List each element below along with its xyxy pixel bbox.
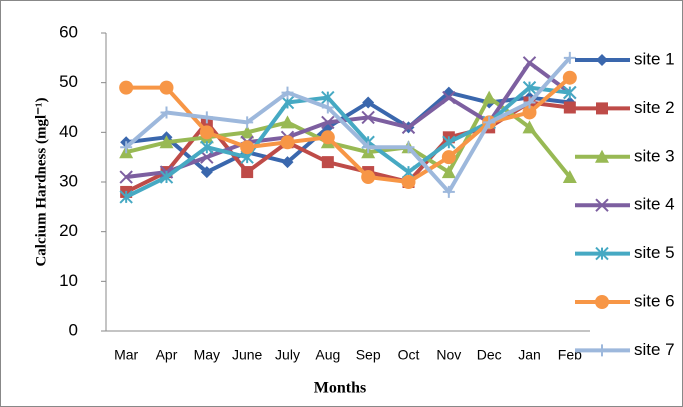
marker [159, 80, 174, 95]
y-tick-label: 30 [59, 171, 78, 190]
marker [441, 150, 456, 165]
marker [200, 111, 213, 124]
x-tick-label: Nov [436, 347, 461, 363]
marker [563, 101, 576, 114]
marker [119, 190, 133, 204]
y-tick-label: 10 [59, 271, 78, 290]
series-line [124, 56, 572, 194]
marker [241, 116, 254, 129]
legend-label: site 7 [634, 340, 675, 359]
marker [280, 135, 295, 150]
x-tick-label: Jan [518, 347, 541, 363]
marker [595, 295, 609, 309]
x-tick-label: Aug [315, 347, 340, 363]
marker [402, 141, 415, 154]
marker [562, 70, 577, 85]
y-tick-label: 60 [59, 22, 78, 41]
series-line [125, 95, 572, 179]
marker [522, 56, 537, 70]
x-tick-label: Oct [398, 347, 420, 363]
marker [522, 105, 537, 120]
marker [240, 125, 255, 139]
marker [596, 102, 608, 115]
marker [159, 135, 174, 149]
marker [595, 149, 609, 163]
x-tick-label: May [194, 347, 220, 363]
y-tick-label: 50 [59, 72, 78, 91]
legend-label: site 6 [634, 291, 675, 310]
y-axis-title: Calcium Hardness (mgl⁻¹) [33, 97, 49, 266]
marker [596, 54, 608, 66]
x-axis-title: Months [314, 380, 366, 397]
x-tick-label: Dec [477, 347, 502, 363]
marker [362, 141, 375, 154]
marker [321, 115, 335, 130]
y-tick-label: 0 [69, 320, 78, 339]
legend-label: site 1 [634, 49, 675, 68]
x-tick-label: Sep [356, 347, 381, 363]
legend-label: site 2 [634, 98, 675, 117]
marker [361, 110, 375, 125]
series-line [125, 85, 571, 199]
marker [160, 106, 173, 119]
marker [441, 165, 456, 179]
marker [482, 90, 497, 104]
marker [562, 170, 577, 184]
marker [321, 101, 334, 114]
marker [596, 344, 608, 357]
marker [563, 85, 577, 100]
marker [120, 141, 133, 154]
marker [320, 130, 335, 145]
marker [595, 198, 609, 212]
x-tick-label: Mar [114, 347, 138, 363]
marker [241, 166, 254, 179]
x-tick-label: June [232, 347, 263, 363]
x-tick-label: July [275, 347, 300, 363]
marker [200, 150, 214, 164]
marker [595, 246, 609, 261]
marker [159, 170, 174, 184]
marker [442, 135, 456, 149]
y-tick-label: 20 [59, 221, 78, 240]
legend-label: site 3 [634, 146, 675, 165]
marker [483, 116, 496, 129]
marker [321, 156, 334, 169]
marker [280, 115, 295, 129]
marker [522, 120, 537, 134]
marker [200, 140, 214, 154]
marker [200, 166, 213, 179]
marker [442, 90, 456, 105]
x-tick-label: Apr [156, 347, 178, 363]
marker [199, 125, 214, 140]
marker [119, 170, 133, 184]
marker [361, 170, 376, 185]
marker [442, 185, 455, 198]
legend-label: site 5 [634, 243, 675, 262]
legend-label: site 4 [634, 195, 675, 214]
y-tick-label: 40 [59, 122, 78, 141]
marker [523, 96, 536, 109]
marker [401, 120, 416, 135]
marker [563, 51, 576, 64]
marker [281, 86, 294, 99]
marker [362, 96, 375, 109]
marker [522, 80, 537, 95]
marker [240, 140, 255, 155]
marker [401, 175, 416, 189]
marker [119, 80, 134, 95]
marker [281, 156, 294, 169]
